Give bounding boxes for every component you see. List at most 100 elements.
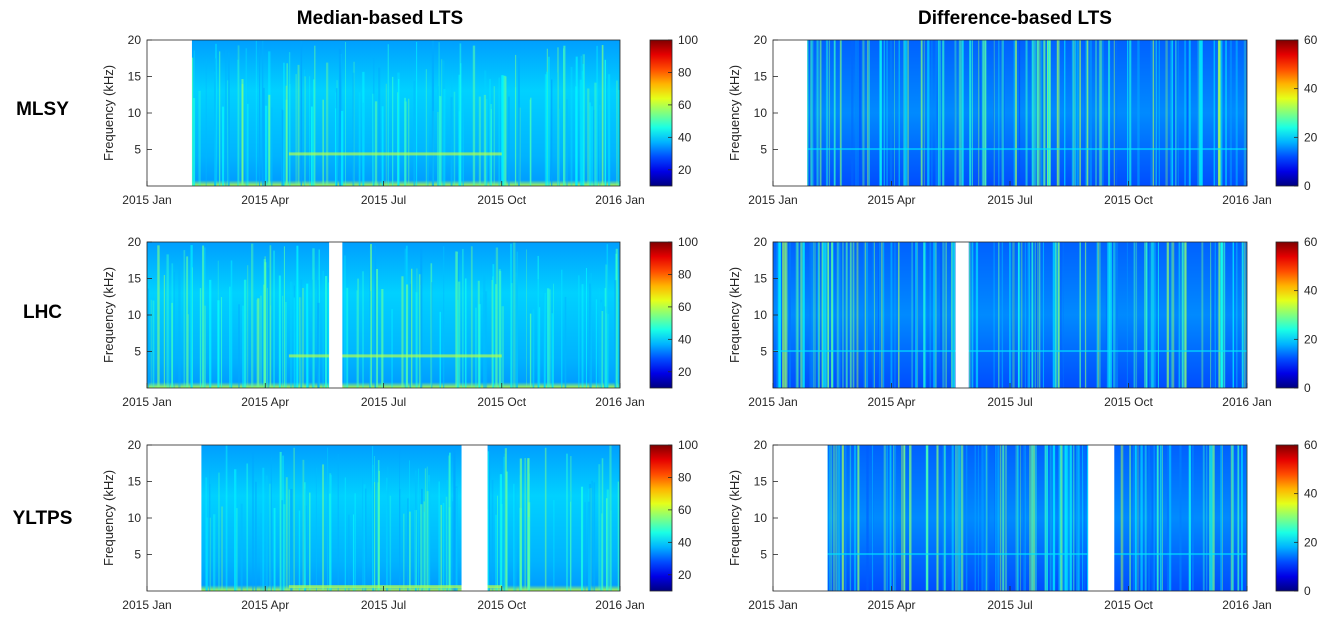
- spectrogram-stripe: [1054, 242, 1057, 388]
- spectrogram-panel: 5 10 15 20 Frequency (kHz) 2015 Jan 2015 Apr 20…: [101, 33, 698, 207]
- spectrogram-stripe: [999, 445, 1002, 591]
- spectrogram-stripe: [1024, 445, 1026, 591]
- spectrogram-stripe: [606, 489, 609, 591]
- spectrogram-stripe: [1151, 242, 1154, 388]
- spectrogram-stripe: [209, 517, 211, 591]
- spectrogram-stripe: [1126, 242, 1128, 388]
- spectrogram-stripe: [1105, 242, 1108, 388]
- y-tick-label: 15: [128, 70, 142, 84]
- spectrogram-stripe: [1197, 40, 1199, 186]
- spectrogram-stripe: [1236, 242, 1238, 388]
- spectrogram-stripe: [601, 458, 604, 591]
- spectrogram-stripe: [187, 314, 189, 388]
- spectrogram-stripe: [443, 246, 445, 388]
- spectrogram-stripe: [1154, 40, 1157, 186]
- y-tick-label: 5: [134, 143, 141, 157]
- spectrogram-stripe: [1052, 242, 1055, 388]
- spectrogram-stripe: [829, 445, 831, 591]
- spectrogram-stripe: [872, 445, 873, 591]
- spectrogram-image: [773, 445, 1247, 591]
- spectrogram-stripe: [220, 297, 223, 388]
- x-tick-label: 2015 Oct: [1104, 395, 1153, 409]
- spectrogram-stripe: [826, 40, 829, 186]
- spectrogram-stripe: [1133, 242, 1136, 388]
- x-tick-label: 2016 Jan: [595, 395, 644, 409]
- spectrogram-stripe: [810, 40, 813, 186]
- spectrogram-stripe: [300, 40, 303, 186]
- spectrogram-stripe: [955, 445, 957, 591]
- spectrogram-stripe: [1009, 242, 1012, 388]
- spectrogram-stripe: [171, 302, 173, 388]
- spectrogram-stripe: [965, 445, 968, 591]
- x-tick-label: 2015 Jul: [361, 193, 406, 207]
- spectrogram-stripe: [588, 483, 592, 591]
- spectrogram-stripe: [166, 254, 169, 388]
- spectrogram-stripe: [1144, 242, 1147, 388]
- spectrogram-stripe: [285, 99, 288, 186]
- colorbar-tick-label: 20: [678, 568, 692, 582]
- x-tick-label: 2016 Jan: [595, 193, 644, 207]
- spectrogram-stripe: [391, 309, 393, 388]
- spectrogram-stripe: [872, 242, 875, 388]
- spectrogram-stripe: [183, 250, 186, 388]
- spectrogram-stripe: [1066, 445, 1069, 591]
- spectrogram-stripe: [581, 284, 584, 388]
- spectrogram-stripe: [329, 493, 331, 591]
- spectrogram-stripe: [856, 242, 859, 388]
- spectrogram-stripe: [873, 242, 875, 388]
- spectrogram-stripe: [569, 501, 572, 591]
- spectrogram-stripe: [822, 242, 825, 388]
- spectrogram-stripe: [1116, 40, 1118, 186]
- spectrogram-stripe: [344, 255, 346, 388]
- spectrogram-stripe: [1113, 242, 1116, 388]
- spectrogram-stripe: [1106, 242, 1109, 388]
- spectrogram-stripe: [1201, 242, 1204, 388]
- spectrogram-stripe: [490, 109, 492, 186]
- spectrogram-stripe: [951, 445, 954, 591]
- spectrogram-stripe: [1024, 242, 1026, 388]
- y-axis-label: Frequency (kHz): [727, 65, 742, 161]
- colorbar-gradient: [1275, 444, 1299, 592]
- spectrogram-stripe: [392, 76, 394, 186]
- spectrogram-stripe: [894, 40, 895, 186]
- spectrogram-stripe: [1232, 445, 1234, 591]
- spectrogram-stripe: [1075, 40, 1077, 186]
- spectrogram-stripe: [1153, 445, 1155, 591]
- spectrogram-stripe: [1217, 40, 1221, 186]
- spectrogram-stripe: [901, 445, 903, 591]
- spectrogram-stripe: [1084, 40, 1086, 186]
- spectrogram-stripe: [821, 242, 824, 388]
- y-tick-label: 10: [128, 106, 142, 120]
- spectrogram-stripe: [423, 511, 425, 591]
- spectrogram-stripe: [336, 88, 338, 186]
- spectrogram-stripe: [238, 304, 240, 388]
- spectrogram-stripe: [1177, 40, 1179, 186]
- spectrogram-stripe: [929, 242, 931, 388]
- spectrogram-stripe: [443, 89, 446, 186]
- spectrogram-stripe: [1021, 242, 1023, 388]
- spectrogram-stripe: [374, 482, 376, 591]
- y-tick-label: 5: [134, 548, 141, 562]
- spectrogram-stripe: [289, 281, 293, 388]
- spectrogram-stripe: [326, 447, 329, 591]
- spectrogram-stripe: [485, 291, 488, 388]
- spectrogram-stripe: [537, 279, 539, 388]
- spectrogram-stripe: [911, 242, 913, 388]
- spectrogram-stripe: [589, 283, 591, 388]
- spectrogram-stripe: [827, 242, 829, 388]
- y-tick-label: 10: [754, 106, 768, 120]
- spectrogram-stripe: [1241, 445, 1243, 591]
- spectrogram-stripe: [607, 313, 610, 388]
- spectrogram-stripe: [1098, 40, 1101, 186]
- spectrogram-stripe: [971, 242, 974, 388]
- spectrogram-stripe: [289, 83, 291, 186]
- spectrogram-stripe: [969, 40, 971, 186]
- spectrogram-stripe: [938, 40, 940, 186]
- spectrogram-stripe: [1159, 445, 1162, 591]
- y-axis-label: Frequency (kHz): [727, 267, 742, 363]
- spectrogram-stripe: [1057, 445, 1060, 591]
- spectrogram-stripe: [903, 40, 905, 186]
- spectrogram-stripe: [1009, 242, 1011, 388]
- spectrogram-stripe: [851, 40, 854, 186]
- spectrogram-stripe: [951, 242, 954, 388]
